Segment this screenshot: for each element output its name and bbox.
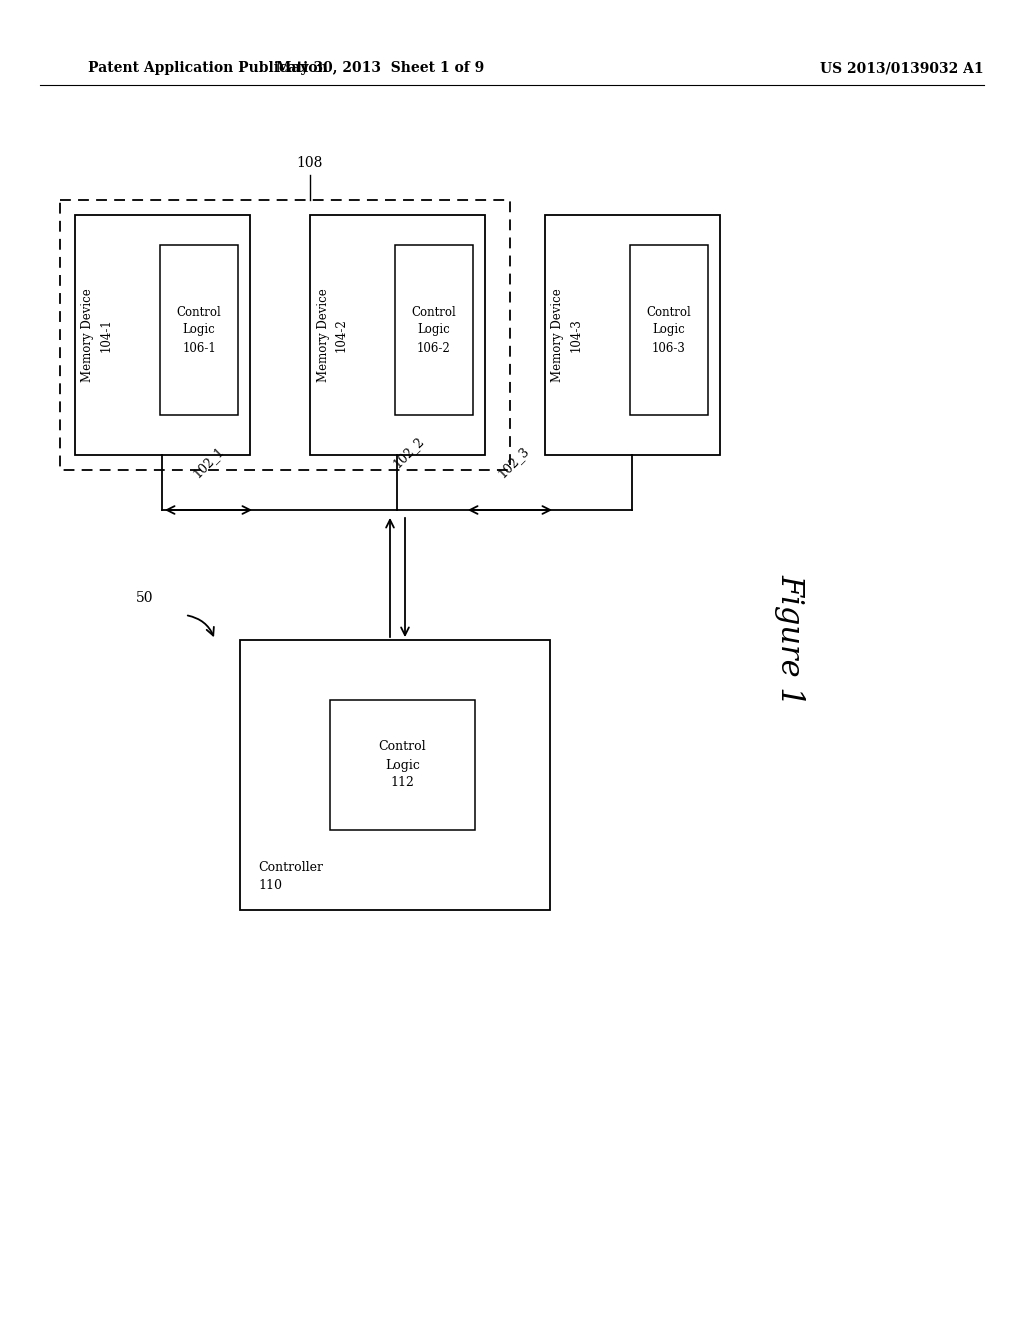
Text: Figure 1: Figure 1 [774, 574, 806, 706]
Bar [630, 246, 708, 414]
Bar [60, 201, 510, 470]
Text: Memory Device
104-1: Memory Device 104-1 [82, 288, 113, 381]
Bar [330, 700, 475, 830]
Text: Control
Logic
106-1: Control Logic 106-1 [176, 305, 221, 355]
Text: May 30, 2013  Sheet 1 of 9: May 30, 2013 Sheet 1 of 9 [275, 61, 484, 75]
Text: 50: 50 [136, 591, 154, 605]
Text: Memory Device
104-2: Memory Device 104-2 [316, 288, 347, 381]
Bar [160, 246, 238, 414]
Bar [395, 246, 473, 414]
Text: Control
Logic
112: Control Logic 112 [379, 741, 426, 789]
Text: Control
Logic
106-2: Control Logic 106-2 [412, 305, 457, 355]
Text: 102_1: 102_1 [190, 444, 226, 480]
Text: Control
Logic
106-3: Control Logic 106-3 [646, 305, 691, 355]
Text: Controller
110: Controller 110 [258, 861, 323, 892]
Bar [75, 215, 250, 455]
Text: 102_3: 102_3 [495, 444, 531, 480]
Bar [545, 215, 720, 455]
Text: Patent Application Publication: Patent Application Publication [88, 61, 328, 75]
Text: 102_2: 102_2 [390, 434, 426, 470]
Text: US 2013/0139032 A1: US 2013/0139032 A1 [820, 61, 984, 75]
Bar [310, 215, 485, 455]
Text: 108: 108 [297, 156, 324, 170]
Text: Memory Device
104-3: Memory Device 104-3 [552, 288, 583, 381]
Bar [240, 640, 550, 909]
